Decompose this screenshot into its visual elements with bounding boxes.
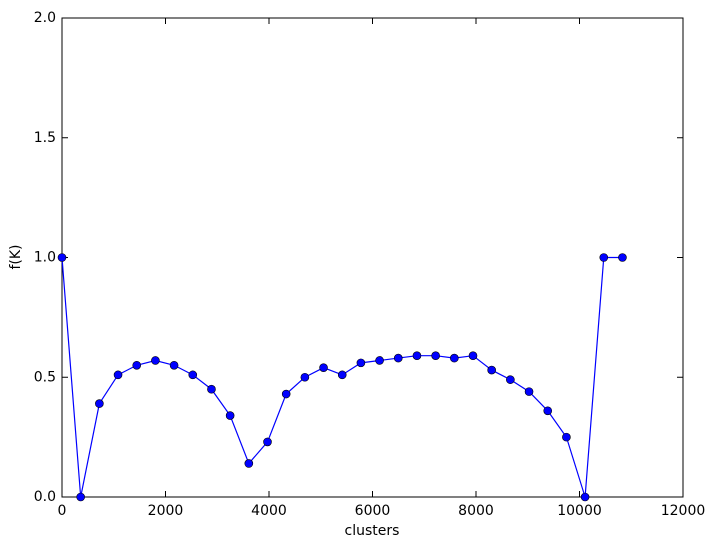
data-point (57, 253, 67, 262)
data-point (599, 253, 609, 262)
data-point (562, 432, 571, 442)
data-point (132, 360, 142, 370)
x-tick-label: 8000 (458, 503, 494, 519)
data-point (95, 399, 104, 408)
x-tick-label: 6000 (355, 503, 391, 519)
y-tick-label: 0.5 (34, 369, 56, 385)
data-point (450, 353, 459, 363)
y-tick-label: 1.0 (34, 250, 56, 266)
data-point (431, 351, 440, 360)
data-point (468, 351, 478, 360)
y-axis-label: f(K) (8, 244, 24, 269)
data-point (524, 387, 534, 396)
data-point (375, 356, 384, 365)
data-point (113, 370, 123, 380)
plot-frame (61, 17, 684, 498)
data-point (618, 253, 627, 262)
data-point (281, 389, 291, 399)
y-tick-label: 1.5 (34, 130, 56, 146)
data-point (393, 353, 403, 363)
data-point (506, 375, 515, 384)
x-tick-label: 12000 (661, 503, 706, 519)
data-point (207, 384, 216, 394)
data-point (580, 492, 590, 502)
x-tick-label: 0 (58, 503, 67, 519)
y-tick-label: 0.0 (34, 489, 56, 505)
data-point (412, 351, 422, 360)
data-point (319, 363, 328, 372)
data-point (225, 411, 235, 420)
x-tick-label: 4000 (251, 503, 287, 519)
data-point (263, 437, 272, 447)
y-tick-label: 2.0 (34, 10, 56, 26)
data-point (300, 372, 310, 382)
x-axis-label: clusters (345, 523, 400, 539)
data-point (543, 406, 553, 416)
x-tick-label: 2000 (148, 503, 184, 519)
data-point (188, 370, 198, 380)
x-tick-label: 10000 (557, 503, 602, 519)
data-point (337, 370, 347, 380)
data-point (356, 358, 366, 368)
data-point (76, 492, 85, 502)
data-point (169, 360, 179, 370)
data-point (487, 365, 496, 375)
data-point (244, 459, 254, 468)
data-point (151, 356, 160, 365)
